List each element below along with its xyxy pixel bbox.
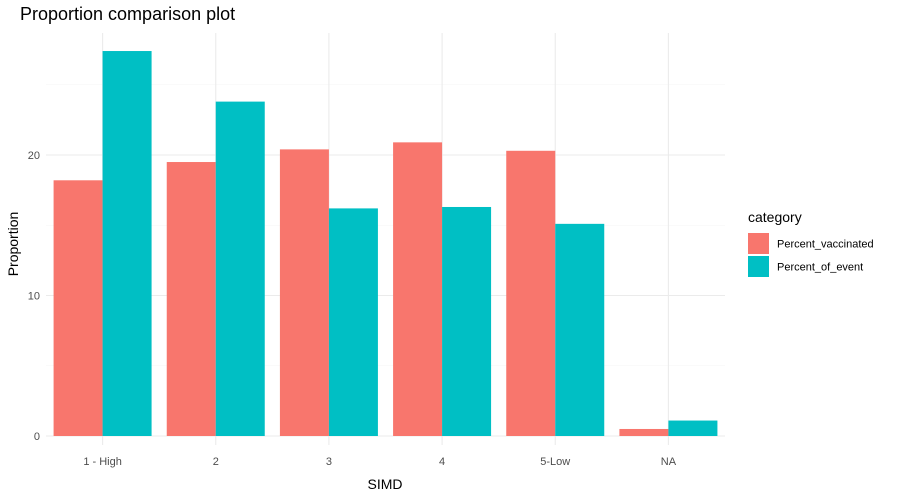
y-tick-label: 0 bbox=[34, 431, 40, 443]
legend-label-percent-of-event: Percent_of_event bbox=[777, 262, 863, 274]
bar-percent-of-event-na bbox=[668, 420, 718, 436]
x-tick-label: 1 - High bbox=[83, 456, 122, 468]
y-tick-label: 20 bbox=[28, 150, 40, 162]
y-axis: 0 10 20 bbox=[28, 150, 40, 443]
x-tick-label: 4 bbox=[439, 456, 445, 468]
x-axis-title: SIMD bbox=[368, 476, 403, 492]
bar-percent-of-event-2 bbox=[215, 101, 265, 437]
bar-percent-of-event-3 bbox=[328, 208, 378, 436]
legend-title: category bbox=[748, 209, 802, 225]
legend-key-percent-of-event bbox=[748, 256, 769, 277]
bar-percent-of-event-1-high bbox=[102, 51, 152, 436]
bars bbox=[53, 51, 718, 437]
x-tick-label: 5-Low bbox=[540, 456, 570, 468]
chart-title: Proportion comparison plot bbox=[20, 4, 235, 24]
y-tick-label: 10 bbox=[28, 291, 40, 303]
bar-percent-of-event-4 bbox=[442, 206, 492, 436]
x-tick-label: NA bbox=[661, 456, 677, 468]
bar-percent-vaccinated-4 bbox=[393, 142, 443, 437]
x-axis: 1 - High 2 3 4 5-Low NA bbox=[83, 456, 676, 468]
y-axis-title: Proportion bbox=[5, 212, 21, 277]
legend: category Percent_vaccinated Percent_of_ev… bbox=[748, 209, 874, 277]
bar-percent-of-event-5-low bbox=[555, 223, 605, 436]
x-tick-label: 2 bbox=[213, 456, 219, 468]
legend-label-percent-vaccinated: Percent_vaccinated bbox=[777, 239, 874, 251]
bar-percent-vaccinated-2 bbox=[166, 162, 216, 436]
bar-percent-vaccinated-3 bbox=[279, 149, 329, 436]
bar-percent-vaccinated-1-high bbox=[53, 180, 103, 436]
legend-key-percent-vaccinated bbox=[748, 233, 769, 254]
bar-percent-vaccinated-5-low bbox=[506, 150, 556, 436]
bar-percent-vaccinated-na bbox=[619, 428, 669, 436]
x-tick-label: 3 bbox=[326, 456, 332, 468]
